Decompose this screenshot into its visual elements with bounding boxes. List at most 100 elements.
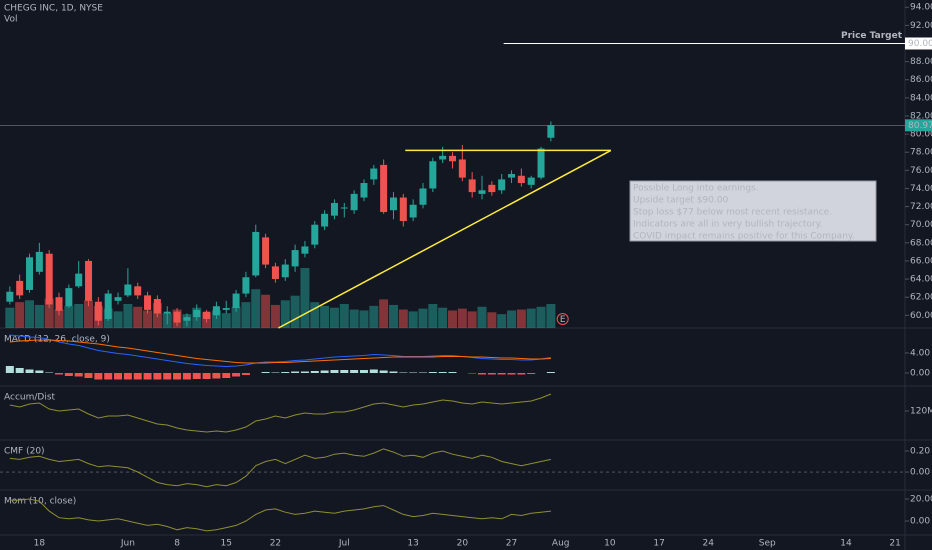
- histogram-bar: [350, 370, 359, 373]
- indicator-line: [9, 498, 551, 532]
- candle-body: [242, 277, 250, 294]
- candle-body: [163, 311, 171, 314]
- volume-bar: [34, 304, 44, 328]
- histogram-bar: [64, 373, 73, 376]
- x-tick-label: 21: [889, 539, 900, 549]
- candle-body: [35, 251, 43, 272]
- histogram-bar: [5, 366, 14, 373]
- volume-bar: [310, 302, 320, 328]
- annotation-box: [629, 180, 877, 242]
- volume-bar: [231, 306, 241, 328]
- candle-body: [153, 299, 161, 314]
- macd-line: [9, 339, 551, 364]
- candle-body: [458, 159, 466, 178]
- volume-bar: [448, 310, 457, 328]
- x-tick-label: 27: [506, 539, 517, 549]
- candle-body: [449, 155, 456, 162]
- volume-bar: [428, 304, 438, 328]
- histogram-bar: [281, 372, 290, 373]
- volume-bar: [398, 309, 408, 328]
- candle-body: [26, 257, 34, 290]
- volume-bar: [300, 268, 310, 328]
- pane-title: CMF (20): [4, 447, 45, 457]
- candle-body: [75, 273, 83, 287]
- candle-body: [94, 301, 102, 321]
- histogram-bar: [133, 373, 142, 380]
- histogram-bar: [418, 372, 427, 373]
- candle-body: [527, 177, 535, 185]
- volume-bar: [123, 304, 133, 328]
- y-tick-label: 80.00: [910, 130, 932, 140]
- volume-bar: [507, 310, 517, 328]
- x-tick-label: 13: [407, 539, 418, 549]
- candle-body: [330, 202, 338, 216]
- volume-bar: [418, 308, 428, 328]
- candle-body: [478, 190, 486, 194]
- volume-bar: [408, 311, 418, 328]
- histogram-bar: [409, 372, 418, 373]
- candle-body: [350, 193, 358, 211]
- histogram-bar: [359, 370, 368, 373]
- y-tick-label: 64.00: [910, 275, 932, 285]
- histogram-bar: [182, 373, 191, 380]
- histogram-bar: [507, 373, 516, 375]
- volume-bar: [280, 300, 290, 328]
- y-tick-label: 0.00: [910, 468, 930, 478]
- histogram-bar: [478, 373, 487, 375]
- histogram-bar: [163, 373, 172, 380]
- histogram-bar: [330, 370, 339, 373]
- volume-bar: [329, 307, 339, 328]
- candle-body: [399, 197, 407, 222]
- candle-body: [321, 213, 329, 227]
- volume-bar: [143, 310, 153, 328]
- volume-bar: [457, 308, 467, 328]
- candle-body: [340, 207, 348, 209]
- volume-bar: [113, 311, 123, 328]
- price-target-tag: [905, 37, 932, 50]
- histogram-bar: [55, 373, 64, 375]
- indicator-line: [9, 448, 552, 488]
- candle-body: [271, 266, 279, 280]
- candle-body: [389, 197, 397, 211]
- volume-bar: [44, 298, 54, 328]
- volume-bar: [74, 304, 84, 328]
- y-tick-label: 68.00: [910, 238, 932, 248]
- y-tick-label: 4.00: [910, 349, 930, 359]
- candle-body: [547, 125, 555, 138]
- y-tick-label: 86.00: [910, 75, 932, 85]
- x-tick-label: 10: [604, 539, 616, 549]
- y-tick-label: 94.00: [910, 3, 932, 13]
- candle-body: [114, 297, 122, 301]
- candle-body: [183, 317, 191, 321]
- histogram-bar: [389, 371, 398, 373]
- histogram-bar: [399, 372, 408, 373]
- volume-bar: [546, 304, 556, 328]
- volume-bar: [241, 302, 251, 328]
- volume-bar: [339, 304, 349, 328]
- candle-body: [212, 306, 220, 316]
- last-price-label: 80.97: [908, 121, 932, 131]
- x-tick-label: 8: [174, 539, 180, 549]
- volume-bar: [536, 306, 546, 328]
- candle-body: [370, 168, 378, 180]
- histogram-bar: [173, 373, 182, 380]
- candle-body: [124, 284, 132, 296]
- histogram-bar: [94, 373, 103, 380]
- y-tick-label: 88.00: [910, 57, 932, 67]
- candle-body: [6, 291, 14, 302]
- x-tick-label: 20: [457, 539, 469, 549]
- histogram-bar: [241, 373, 250, 375]
- annotation-text: Upside target $90.00: [633, 196, 729, 206]
- volume-bar: [5, 307, 15, 328]
- y-tick-label: 0.00: [910, 369, 930, 379]
- annotation-text: Possible Long into earnings.: [633, 184, 759, 194]
- volume-bar: [320, 305, 330, 328]
- candle-body: [55, 297, 63, 311]
- x-tick-label: 14: [840, 539, 852, 549]
- y-tick-label: 74.00: [910, 184, 932, 194]
- volume-bar: [477, 306, 487, 328]
- volume-bar: [388, 304, 398, 328]
- candle-body: [360, 183, 368, 198]
- volume-bar: [270, 304, 280, 328]
